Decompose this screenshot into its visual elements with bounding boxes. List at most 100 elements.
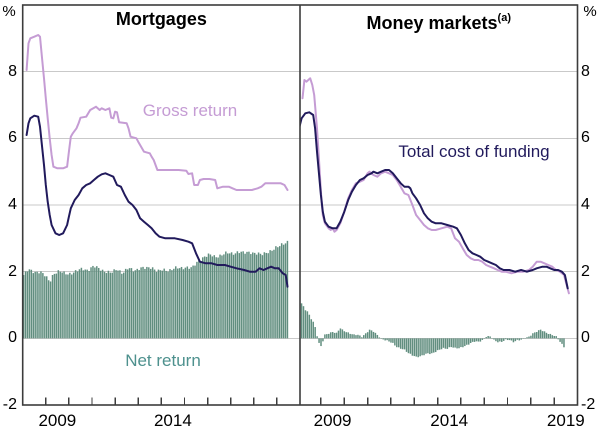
net-return-bar — [99, 270, 102, 339]
net-return-bar — [477, 338, 480, 342]
net-return-bar — [501, 338, 503, 342]
net-return-bar — [86, 269, 88, 339]
net-return-bars — [22, 240, 289, 339]
net-return-bar — [178, 268, 181, 339]
net-return-bar — [322, 338, 324, 342]
net-return-bar — [196, 261, 198, 339]
net-return-bar — [479, 338, 482, 342]
net-return-bar — [561, 338, 563, 344]
net-return-bar — [415, 338, 417, 357]
net-return-bar — [536, 332, 538, 339]
total-cost-of-funding-line — [25, 114, 289, 288]
net-return-bar — [277, 247, 279, 339]
net-return-bar — [88, 271, 90, 339]
net-return-bar — [543, 331, 546, 339]
net-return-bar — [124, 268, 127, 339]
panel-title-text: Mortgages — [115, 9, 207, 29]
net-return-bar — [355, 335, 357, 339]
net-return-bar — [78, 269, 81, 339]
net-return-bar — [44, 276, 46, 339]
net-return-bar — [153, 269, 156, 339]
net-return-bar — [94, 267, 96, 339]
net-return-bar — [279, 246, 281, 339]
net-return-bar — [250, 254, 252, 339]
x-tick-label: 2019 — [546, 411, 585, 430]
net-return-bar — [255, 254, 258, 339]
net-return-bar — [169, 269, 171, 339]
net-return-bar — [429, 338, 431, 355]
net-return-bar — [436, 338, 439, 351]
footnote-marker: (a) — [497, 12, 511, 24]
net-return-bar — [495, 338, 497, 342]
net-return-bar — [71, 274, 73, 339]
net-return-bar — [306, 311, 309, 339]
y-axis-unit-right: % — [583, 3, 597, 20]
net-return-bar — [30, 269, 33, 339]
net-return-bar — [331, 332, 334, 339]
net-return-bar — [65, 274, 67, 339]
net-return-bar — [149, 268, 152, 339]
net-return-bar — [432, 338, 435, 353]
net-return-bar — [318, 338, 320, 343]
net-return-bar — [269, 250, 271, 339]
net-return-bar — [38, 273, 40, 339]
net-return-bar — [475, 338, 478, 342]
net-return-bar — [103, 271, 106, 339]
net-return-bar — [171, 270, 173, 339]
net-return-bar — [528, 336, 530, 339]
net-return-bar — [481, 338, 484, 340]
net-return-bar — [184, 267, 187, 339]
net-return-bar — [67, 274, 69, 339]
net-return-bar — [547, 334, 550, 339]
net-return-bar — [28, 269, 31, 339]
net-return-bar — [349, 333, 351, 339]
net-return-bar — [534, 332, 536, 339]
net-return-bar — [128, 268, 131, 339]
net-return-bar — [45, 276, 48, 339]
net-return-bar — [275, 246, 277, 339]
net-return-bar — [497, 338, 499, 343]
net-return-bar — [271, 250, 273, 339]
net-return-bar — [563, 338, 565, 348]
net-return-bar — [454, 338, 456, 348]
net-return-bar — [246, 251, 248, 339]
net-return-bar — [22, 275, 25, 339]
net-return-bar — [244, 253, 246, 339]
net-return-bar — [394, 338, 396, 346]
net-return-bar — [221, 255, 223, 339]
net-return-bar — [300, 303, 303, 339]
net-return-bar — [559, 338, 561, 342]
net-return-bar — [203, 256, 206, 339]
net-return-bar — [409, 338, 412, 354]
net-return-bar — [516, 338, 519, 340]
net-return-bar — [286, 240, 289, 339]
net-return-bar — [345, 332, 348, 339]
gridlines — [300, 71, 578, 339]
net-return-bar — [96, 266, 98, 339]
net-return-bar — [514, 338, 517, 342]
series-lines — [25, 34, 289, 288]
net-return-bar — [205, 256, 208, 339]
net-return-bar — [140, 267, 142, 339]
net-return-bar — [363, 335, 365, 339]
net-return-bar — [401, 338, 404, 350]
net-return-bar — [438, 338, 441, 350]
net-return-bar — [165, 270, 167, 339]
net-return-bar — [234, 253, 237, 339]
net-return-bar — [392, 338, 394, 343]
net-return-bar — [190, 267, 192, 339]
net-return-bar — [506, 338, 509, 341]
net-return-bar — [553, 335, 555, 339]
net-return-bar — [359, 335, 361, 339]
net-return-bar — [314, 327, 316, 339]
net-return-bar — [413, 338, 416, 357]
net-return-bar — [368, 329, 371, 339]
net-return-bar — [148, 267, 150, 339]
y-tick-label: 6 — [8, 129, 17, 147]
y-tick-label: 8 — [581, 62, 590, 80]
net-return-bar — [442, 338, 445, 348]
net-return-bar — [335, 332, 338, 339]
net-return-bar — [329, 332, 332, 339]
